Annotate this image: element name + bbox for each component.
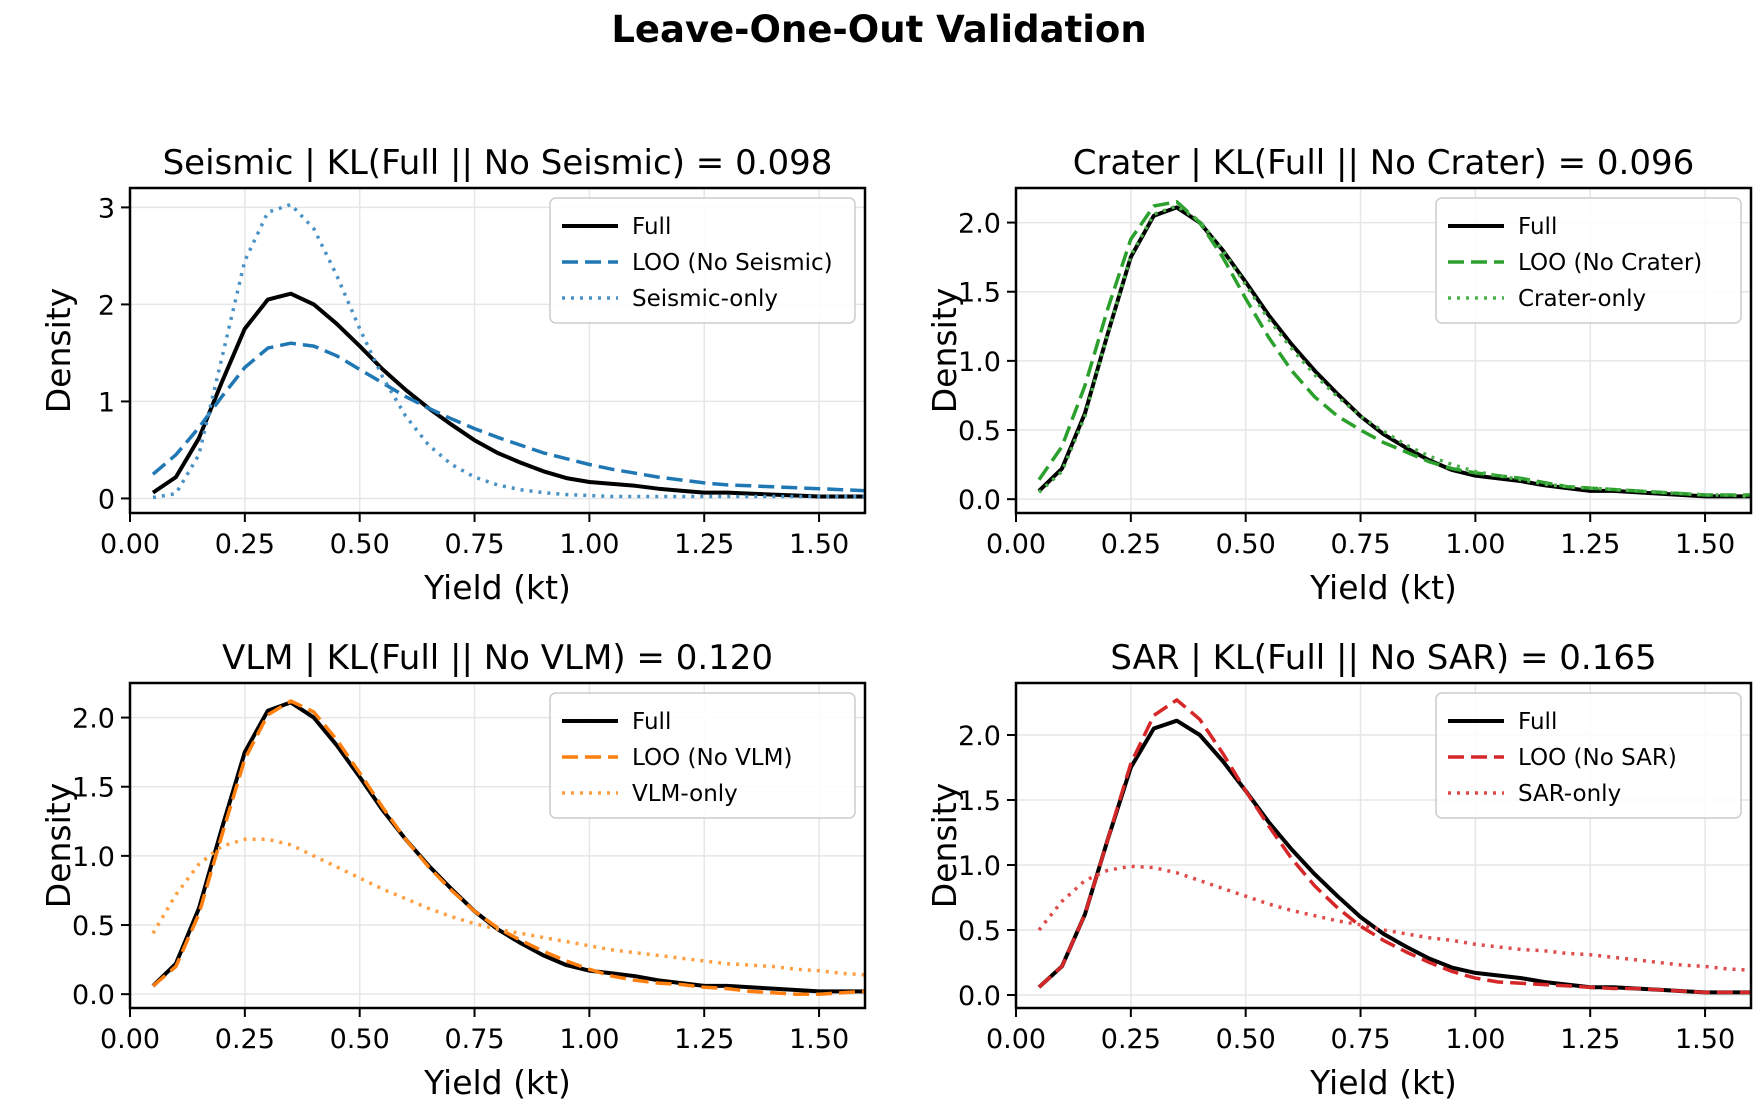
x-tick-label: 0.75 — [444, 529, 504, 560]
series-line-vlm-only — [151, 837, 865, 977]
y-tick-label: 1.0 — [958, 347, 1001, 378]
x-tick-label: 0.25 — [1101, 529, 1161, 560]
legend-label: Full — [632, 214, 671, 240]
legend: Full LOO (No Seismic) Seismic-only — [549, 197, 856, 324]
y-axis-label: Density — [925, 288, 964, 413]
legend-box — [549, 692, 856, 819]
series-line-full — [151, 700, 865, 994]
x-axis-label: Yield (kt) — [1309, 568, 1457, 607]
x-tick-label: 1.00 — [1445, 529, 1505, 560]
subplot-title: VLM | KL(Full || No VLM) = 0.120 — [222, 638, 773, 678]
y-tick-label: 0 — [98, 484, 115, 515]
x-tick-label: 0.25 — [1101, 1024, 1161, 1055]
legend-box — [1435, 692, 1742, 819]
legend-label: LOO (No Crater) — [1518, 250, 1702, 276]
legend-label: SAR-only — [1518, 781, 1621, 807]
x-tick-label: 0.75 — [1330, 529, 1390, 560]
subplot-3: 0.00 0.25 0.50 0.75 1.00 1.25 1.50 0.0 0.5 1.0 1.5… — [39, 638, 867, 1102]
y-tick-label: 0.0 — [72, 980, 115, 1011]
legend-label: LOO (No Seismic) — [632, 250, 833, 276]
x-axis-label: Yield (kt) — [423, 1063, 571, 1102]
x-tick-label: 0.50 — [330, 1024, 390, 1055]
x-tick-label: 0.00 — [986, 529, 1046, 560]
series-line-loo-no-crater — [1037, 200, 1751, 497]
y-tick-label: 1.0 — [958, 851, 1001, 882]
subplot-title: Crater | KL(Full || No Crater) = 0.096 — [1073, 143, 1695, 183]
y-tick-label: 3 — [98, 193, 115, 224]
subplot-1: 0.00 0.25 0.50 0.75 1.00 1.25 1.50 0 1 2 3 Seismic … — [39, 143, 867, 607]
legend-label: Full — [1518, 709, 1557, 735]
y-tick-label: 0.5 — [72, 911, 115, 942]
x-tick-label: 1.50 — [1675, 529, 1735, 560]
x-tick-label: 1.00 — [1445, 1024, 1505, 1055]
subplot-title: SAR | KL(Full || No SAR) = 0.165 — [1110, 638, 1656, 678]
x-axis-label: Yield (kt) — [423, 568, 571, 607]
series-line-seismic-only — [152, 202, 865, 500]
series-line-sar-only — [1037, 864, 1751, 973]
series-line-loo-no-sar — [1037, 698, 1751, 995]
legend-label: Full — [632, 709, 671, 735]
x-tick-label: 0.00 — [100, 1024, 160, 1055]
legend-label: LOO (No VLM) — [632, 745, 792, 771]
y-tick-label: 1 — [98, 387, 115, 418]
x-tick-label: 1.50 — [789, 529, 849, 560]
y-tick-label: 1.0 — [72, 842, 115, 873]
subplot-4: 0.00 0.25 0.50 0.75 1.00 1.25 1.50 0.0 0.5 1.0 1.5… — [925, 638, 1753, 1102]
y-tick-label: 1.5 — [958, 278, 1001, 309]
y-axis-label: Density — [39, 288, 78, 413]
legend-label: LOO (No SAR) — [1518, 745, 1677, 771]
axes-frame — [128, 186, 867, 515]
x-tick-label: 0.50 — [330, 529, 390, 560]
x-tick-label: 0.00 — [100, 529, 160, 560]
x-tick-label: 1.00 — [559, 1024, 619, 1055]
y-tick-label: 2.0 — [958, 721, 1001, 752]
x-tick-label: 0.00 — [986, 1024, 1046, 1055]
y-axis-label: Density — [925, 783, 964, 908]
subplot-2: 0.00 0.25 0.50 0.75 1.00 1.25 1.50 0.0 0.5 1.0 1.5… — [925, 143, 1753, 607]
x-tick-label: 0.50 — [1216, 1024, 1276, 1055]
x-tick-label: 0.75 — [444, 1024, 504, 1055]
y-tick-label: 0.0 — [958, 485, 1001, 516]
legend-label: VLM-only — [632, 781, 738, 807]
x-tick-label: 1.00 — [559, 529, 619, 560]
y-tick-label: 0.0 — [958, 981, 1001, 1012]
legend: Full LOO (No SAR) SAR-only — [1435, 692, 1742, 819]
y-tick-label: 0.5 — [958, 916, 1001, 947]
x-tick-label: 0.75 — [1330, 1024, 1390, 1055]
legend-label: Full — [1518, 214, 1557, 240]
x-tick-label: 0.25 — [215, 529, 275, 560]
x-tick-label: 1.25 — [674, 529, 734, 560]
subplot-title: Seismic | KL(Full || No Seismic) = 0.098 — [163, 143, 833, 183]
x-tick-label: 1.25 — [1560, 1024, 1620, 1055]
y-tick-label: 0.5 — [958, 416, 1001, 447]
legend: Full LOO (No Crater) Crater-only — [1435, 197, 1742, 324]
figure-title: Leave-One-Out Validation — [611, 8, 1147, 51]
x-tick-label: 1.50 — [789, 1024, 849, 1055]
series-line-loo-no-vlm — [151, 699, 865, 996]
x-axis-label: Yield (kt) — [1309, 1063, 1457, 1102]
y-tick-label: 1.5 — [72, 773, 115, 804]
y-tick-label: 2.0 — [958, 209, 1001, 240]
legend-box — [1435, 197, 1742, 324]
legend-box — [549, 197, 856, 324]
axes-frame — [1014, 186, 1753, 515]
series-line-full — [151, 291, 865, 499]
x-tick-label: 1.25 — [1560, 529, 1620, 560]
legend: Full LOO (No VLM) VLM-only — [549, 692, 856, 819]
x-tick-label: 0.25 — [215, 1024, 275, 1055]
y-tick-label: 1.5 — [958, 786, 1001, 817]
y-axis-label: Density — [39, 783, 78, 908]
y-tick-label: 2 — [98, 290, 115, 321]
series-line-loo-no-seismic — [151, 341, 865, 493]
legend-label: Seismic-only — [632, 286, 778, 312]
x-tick-label: 1.50 — [1675, 1024, 1735, 1055]
axes-frame — [1014, 681, 1753, 1010]
x-tick-label: 0.50 — [1216, 529, 1276, 560]
legend-label: Crater-only — [1518, 286, 1646, 312]
y-tick-label: 2.0 — [72, 704, 115, 735]
x-tick-label: 1.25 — [674, 1024, 734, 1055]
axes-frame — [128, 681, 867, 1010]
